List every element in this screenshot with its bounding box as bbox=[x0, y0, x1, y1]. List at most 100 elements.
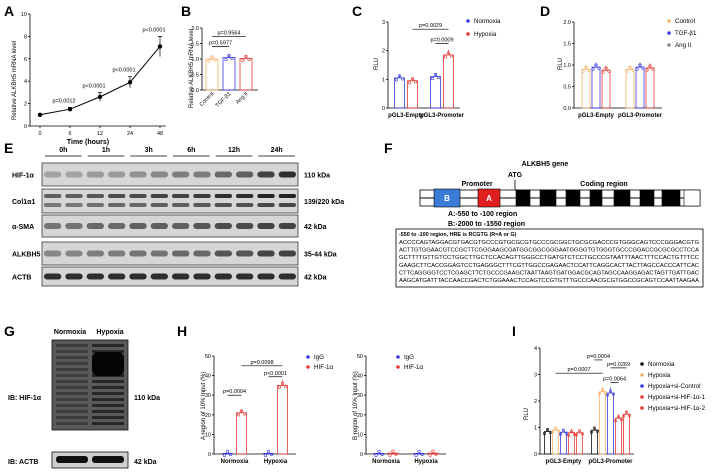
i-legend-label: Hypoxia+si-HIF-1α-1 bbox=[648, 394, 706, 401]
panel-letter-d: D bbox=[540, 3, 550, 19]
h-right-legend-marker bbox=[396, 365, 400, 369]
e-blot-kda: 42 kDa bbox=[304, 224, 327, 231]
i-ytick-label: 4 bbox=[534, 346, 537, 352]
c-xtick-label: pGL3-Empty bbox=[388, 113, 424, 119]
g-band bbox=[56, 392, 88, 395]
panel-letter-h: H bbox=[177, 323, 187, 339]
e-band bbox=[86, 223, 104, 229]
g-band bbox=[56, 386, 88, 389]
i-point bbox=[564, 431, 569, 435]
e-blot-frame bbox=[41, 241, 299, 266]
sequence-box bbox=[395, 228, 704, 288]
h-left-legend-label: IgG bbox=[314, 354, 324, 361]
coding-region-label: Coding region bbox=[580, 181, 627, 188]
e-blot-name: Col1α1 bbox=[12, 199, 35, 206]
d-point bbox=[648, 64, 652, 68]
e-band bbox=[257, 250, 275, 257]
h-left-point bbox=[280, 381, 285, 386]
h-right-point bbox=[380, 452, 384, 457]
e-band bbox=[278, 250, 296, 257]
b-point bbox=[224, 57, 228, 62]
h-right-point bbox=[414, 453, 418, 458]
d-point bbox=[587, 68, 591, 72]
a-xtick-label: 6 bbox=[68, 131, 71, 137]
a-ytick-label: 2 bbox=[24, 102, 27, 108]
h-right-point bbox=[388, 453, 392, 457]
h-right-xtick-label: Hypoxia bbox=[414, 459, 438, 465]
e-band bbox=[257, 273, 275, 280]
g-band bbox=[92, 410, 124, 413]
i-legend-label: Hypoxia bbox=[648, 372, 671, 379]
panel-h-left-ylabel: A region of 10% Input (%) bbox=[201, 372, 207, 440]
c-pvalue: p=0.0029 bbox=[419, 23, 442, 29]
c-bar bbox=[407, 80, 418, 109]
e-blot-kda: 42 kDa bbox=[304, 275, 327, 282]
b-pvalue: p=0.9564 bbox=[217, 31, 240, 37]
a-series-line bbox=[39, 46, 161, 116]
h-left-ytick-label: 30 bbox=[205, 393, 211, 399]
e-band bbox=[236, 203, 254, 207]
d-ytick-label: 0.0 bbox=[563, 106, 571, 112]
i-point bbox=[572, 431, 577, 436]
i-point bbox=[616, 413, 621, 418]
i-legend-label: Hypoxia+si-HIF-1α-2 bbox=[648, 405, 706, 412]
region-b-box bbox=[433, 188, 461, 208]
b-point bbox=[230, 56, 234, 61]
d-bar bbox=[625, 68, 635, 109]
e-band bbox=[193, 250, 211, 257]
g-band-actb bbox=[92, 456, 124, 463]
panel-i-plot: 0 1 2 3 4 pGL3-Empty pGL3-Promoter p=0.0004 p=0.… bbox=[534, 346, 706, 465]
e-blot-name: HIF-1α bbox=[12, 173, 35, 180]
d-bar bbox=[581, 68, 591, 109]
g-band bbox=[56, 398, 88, 401]
b-bar bbox=[205, 58, 219, 91]
c-ytick-label: 0 bbox=[382, 106, 385, 112]
c-legend-label: Hypoxia bbox=[474, 31, 497, 38]
h-right-legend-label: HIF-1α bbox=[404, 364, 423, 371]
panel-h-left-plot: 0 10 20 30 40 50 Normoxia Hypoxia p=0.0098 p=0.00… bbox=[205, 354, 334, 465]
b-ytick-label: 2.0 bbox=[191, 26, 199, 32]
a-pvalue: p<0.0001 bbox=[112, 68, 135, 74]
e-band bbox=[129, 203, 147, 207]
promoter-label: Promoter bbox=[461, 181, 492, 188]
a-xtick-label: 12 bbox=[97, 131, 103, 137]
g-blot-kda: 110 kDa bbox=[134, 395, 160, 402]
i-bar bbox=[599, 391, 606, 455]
h-left-point bbox=[266, 449, 271, 454]
g-blot-name: IB: HIF-1α bbox=[8, 395, 42, 402]
d-point bbox=[645, 68, 649, 72]
i-pvalue: p=0.0269 bbox=[607, 362, 630, 368]
e-band bbox=[214, 273, 232, 280]
e-band bbox=[44, 250, 62, 257]
d-legend-marker bbox=[667, 43, 671, 47]
g-band bbox=[92, 422, 124, 425]
i-point bbox=[597, 392, 602, 396]
g-blot-name: IB: ACTB bbox=[8, 459, 38, 466]
panel-letter-b: B bbox=[181, 3, 191, 19]
e-band bbox=[150, 223, 168, 229]
e-band bbox=[150, 203, 168, 207]
e-band bbox=[129, 171, 147, 178]
g-band bbox=[56, 362, 88, 365]
i-ytick-label: 1 bbox=[534, 426, 537, 432]
d-bar bbox=[601, 69, 611, 109]
panel-i-ylabel: RLU bbox=[524, 408, 530, 420]
e-band bbox=[86, 273, 104, 280]
g-band bbox=[92, 380, 124, 383]
d-point bbox=[601, 70, 605, 74]
d-point bbox=[607, 69, 611, 73]
region-b-label: B bbox=[444, 194, 450, 203]
d-point bbox=[641, 66, 645, 70]
exon bbox=[565, 189, 581, 207]
b-xtick-label: TGF-β1 bbox=[215, 91, 233, 109]
panel-g: Normoxia Hypoxia IB: HIF-1α 110 kDa IB: AC… bbox=[8, 329, 160, 469]
h-left-legend-marker bbox=[306, 355, 310, 359]
i-bar bbox=[615, 417, 622, 455]
c-ytick-label: 2 bbox=[382, 49, 385, 55]
i-legend-label: Hypoxia+si-Control bbox=[648, 383, 700, 390]
d-legend-label: TGF-β1 bbox=[675, 30, 697, 37]
e-band bbox=[257, 223, 275, 229]
exon bbox=[661, 189, 681, 207]
e-band bbox=[44, 223, 62, 229]
